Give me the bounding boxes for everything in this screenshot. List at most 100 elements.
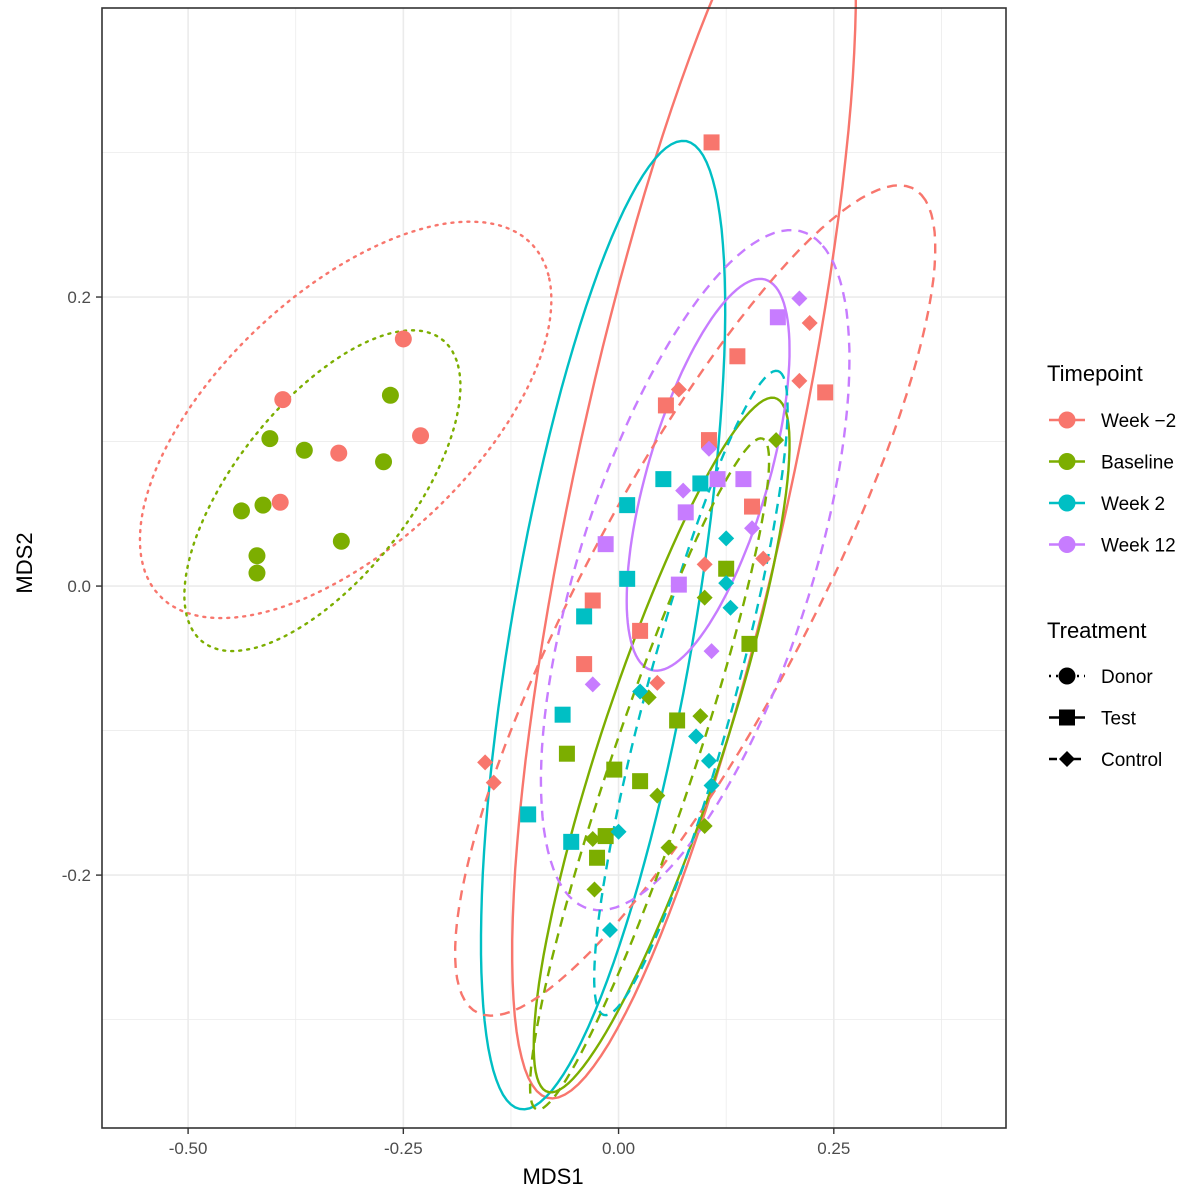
legend-label: Donor <box>1101 667 1153 688</box>
x-tick-label: -0.25 <box>384 1139 423 1158</box>
y-tick-label: 0.2 <box>67 288 91 307</box>
point-baseline-donor <box>295 441 313 459</box>
legend-label: Week −2 <box>1101 411 1176 432</box>
point-baseline-test <box>589 849 606 866</box>
point-week_12-test <box>597 536 614 553</box>
legend-item-baseline: Baseline <box>1049 453 1174 474</box>
point-baseline-control <box>649 787 666 804</box>
point-week_m2-test <box>584 592 601 609</box>
point-week_2-test <box>576 608 593 625</box>
x-tick-label: -0.50 <box>169 1139 208 1158</box>
panel-border <box>101 7 1007 1129</box>
point-baseline-donor <box>381 386 399 404</box>
plot-panel <box>101 0 1007 1129</box>
y-axis-title: MDS2 <box>12 532 37 593</box>
point-week_m2-control <box>670 381 687 398</box>
point-baseline-control <box>696 817 713 834</box>
point-week_2-control <box>632 683 649 700</box>
point-baseline-test <box>558 745 575 762</box>
point-week_2-control <box>700 752 717 769</box>
point-week_2-control <box>610 823 627 840</box>
point-week_2-control <box>718 575 735 592</box>
ellipse-baseline-donor <box>183 329 462 653</box>
point-week_m2-control <box>485 774 502 791</box>
point-baseline-test <box>669 712 686 729</box>
ellipse-week_12-test <box>625 277 791 672</box>
legend-key-circle <box>1058 667 1076 685</box>
point-week_2-test <box>655 471 672 488</box>
legend-item-control: Control <box>1049 750 1162 771</box>
legend-title-timepoint: Timepoint <box>1047 361 1143 386</box>
point-week_2-test <box>619 570 636 587</box>
ellipse-baseline-control <box>528 437 771 1111</box>
point-week_2-control <box>722 599 739 616</box>
point-week_m2-control <box>791 372 808 389</box>
point-week_2-test <box>520 806 537 823</box>
point-week_12-control <box>744 520 761 537</box>
x-tick-label: 0.25 <box>817 1139 850 1158</box>
point-week_m2-donor <box>394 330 412 348</box>
axes: -0.50 -0.25 0.00 0.25 -0.2 0.0 0.2 <box>62 288 851 1158</box>
point-baseline-donor <box>375 453 393 471</box>
point-week_12-test <box>769 309 786 326</box>
point-baseline-test <box>597 828 614 845</box>
point-baseline-control <box>696 589 713 606</box>
point-baseline-control <box>692 708 709 725</box>
point-week_12-test <box>709 471 726 488</box>
ellipse-week_m2-donor <box>138 220 553 620</box>
legend-treatment-items: Donor Test Control <box>1049 667 1162 771</box>
point-week_2-control <box>688 728 705 745</box>
data-points <box>232 134 834 939</box>
point-week_12-control <box>584 676 601 693</box>
y-tick-label: -0.2 <box>62 866 91 885</box>
point-week_m2-control <box>477 754 494 771</box>
legend-label: Baseline <box>1101 453 1174 474</box>
point-week_12-control <box>703 643 720 660</box>
point-baseline-test <box>632 773 649 790</box>
legend-item-week_2: Week 2 <box>1049 494 1165 515</box>
point-baseline-test <box>718 560 735 577</box>
point-baseline-test <box>606 761 623 778</box>
legend-item-week_12: Week 12 <box>1049 536 1176 557</box>
ellipse-week_2-test <box>479 139 727 1111</box>
point-week_m2-control <box>649 674 666 691</box>
legend-key-point <box>1058 494 1076 512</box>
legend-item-test: Test <box>1049 709 1137 730</box>
y-tick-label: 0.0 <box>67 577 91 596</box>
point-week_12-test <box>677 504 694 521</box>
point-baseline-donor <box>248 564 266 582</box>
point-week_2-test <box>554 706 571 723</box>
legend-item-donor: Donor <box>1049 667 1153 688</box>
point-week_m2-test <box>657 397 674 414</box>
point-week_2-test <box>619 497 636 514</box>
legend-label: Control <box>1101 750 1162 771</box>
legend-label: Week 12 <box>1101 536 1176 557</box>
point-week_m2-donor <box>330 444 348 462</box>
point-week_m2-test <box>817 384 834 401</box>
point-week_12-control <box>700 440 717 457</box>
ellipse-week_12-control <box>539 229 851 912</box>
point-baseline-control <box>586 881 603 898</box>
ellipse-baseline-test <box>532 396 791 1094</box>
ellipse-week_m2-test <box>511 0 857 1100</box>
point-week_m2-control <box>801 315 818 332</box>
legend-label: Week 2 <box>1101 494 1165 515</box>
point-week_12-control <box>791 290 808 307</box>
legend-key-square <box>1059 709 1075 726</box>
point-baseline-donor <box>248 547 266 565</box>
x-axis-title: MDS1 <box>522 1164 583 1189</box>
x-tick-label: 0.00 <box>602 1139 635 1158</box>
point-week_m2-donor <box>271 493 289 511</box>
point-week_m2-test <box>703 134 720 151</box>
point-week_m2-control <box>755 550 772 567</box>
point-week_2-control <box>718 530 735 547</box>
point-baseline-donor <box>254 496 272 514</box>
point-week_2-control <box>703 777 720 794</box>
legend: Timepoint Week −2 Baseline Week 2 Week 12 T… <box>1047 361 1176 771</box>
point-week_2-test <box>563 833 580 850</box>
legend-key-diamond <box>1059 751 1075 767</box>
point-week_m2-donor <box>412 427 430 445</box>
point-baseline-donor <box>332 532 350 550</box>
point-week_m2-test <box>632 622 649 639</box>
legend-timepoint-items: Week −2 Baseline Week 2 Week 12 <box>1049 411 1176 557</box>
